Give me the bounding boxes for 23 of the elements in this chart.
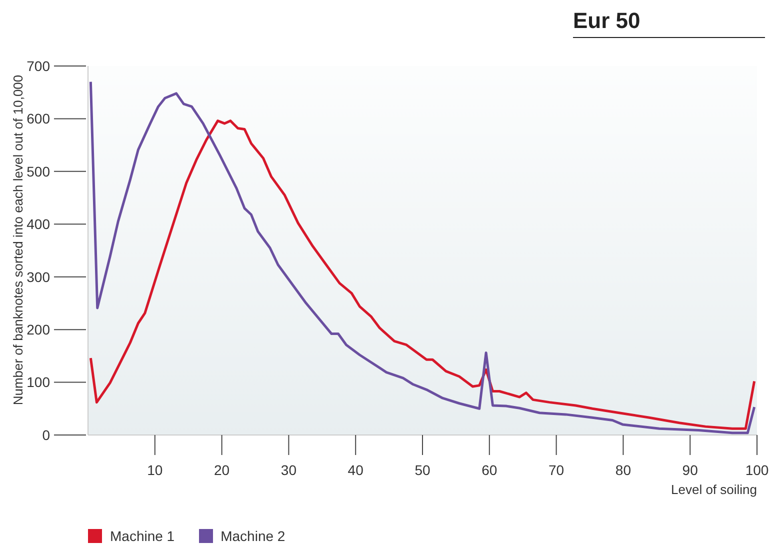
x-tick-label: 100 — [745, 462, 769, 478]
y-tick-label: 700 — [26, 58, 50, 74]
y-tick-label: 200 — [26, 321, 50, 338]
x-tick-label: 70 — [548, 462, 564, 478]
y-axis-title: Number of banknotes sorted into each level out of 10,000 — [10, 74, 26, 406]
x-tick-label: 30 — [280, 462, 297, 478]
x-tick-label: 90 — [682, 462, 698, 478]
x-axis-title: Level of soiling — [671, 482, 757, 497]
y-tick-label: 600 — [26, 110, 50, 127]
x-tick-label: 40 — [348, 462, 364, 478]
y-tick-label: 500 — [26, 163, 50, 180]
x-tick-label: 10 — [147, 462, 163, 478]
chart-title: Eur 50 — [573, 8, 765, 38]
x-tick-label: 60 — [482, 462, 498, 478]
y-tick-label: 400 — [26, 216, 50, 232]
legend-label: Machine 2 — [220, 528, 286, 544]
y-tick-label: 0 — [42, 426, 50, 443]
x-tick-label: 80 — [615, 462, 632, 478]
y-tick-label: 300 — [26, 268, 50, 285]
y-tick-label: 100 — [26, 374, 50, 390]
legend-label: Machine 1 — [110, 528, 175, 544]
x-tick-label: 20 — [214, 462, 230, 478]
x-tick-label: 50 — [414, 462, 430, 478]
